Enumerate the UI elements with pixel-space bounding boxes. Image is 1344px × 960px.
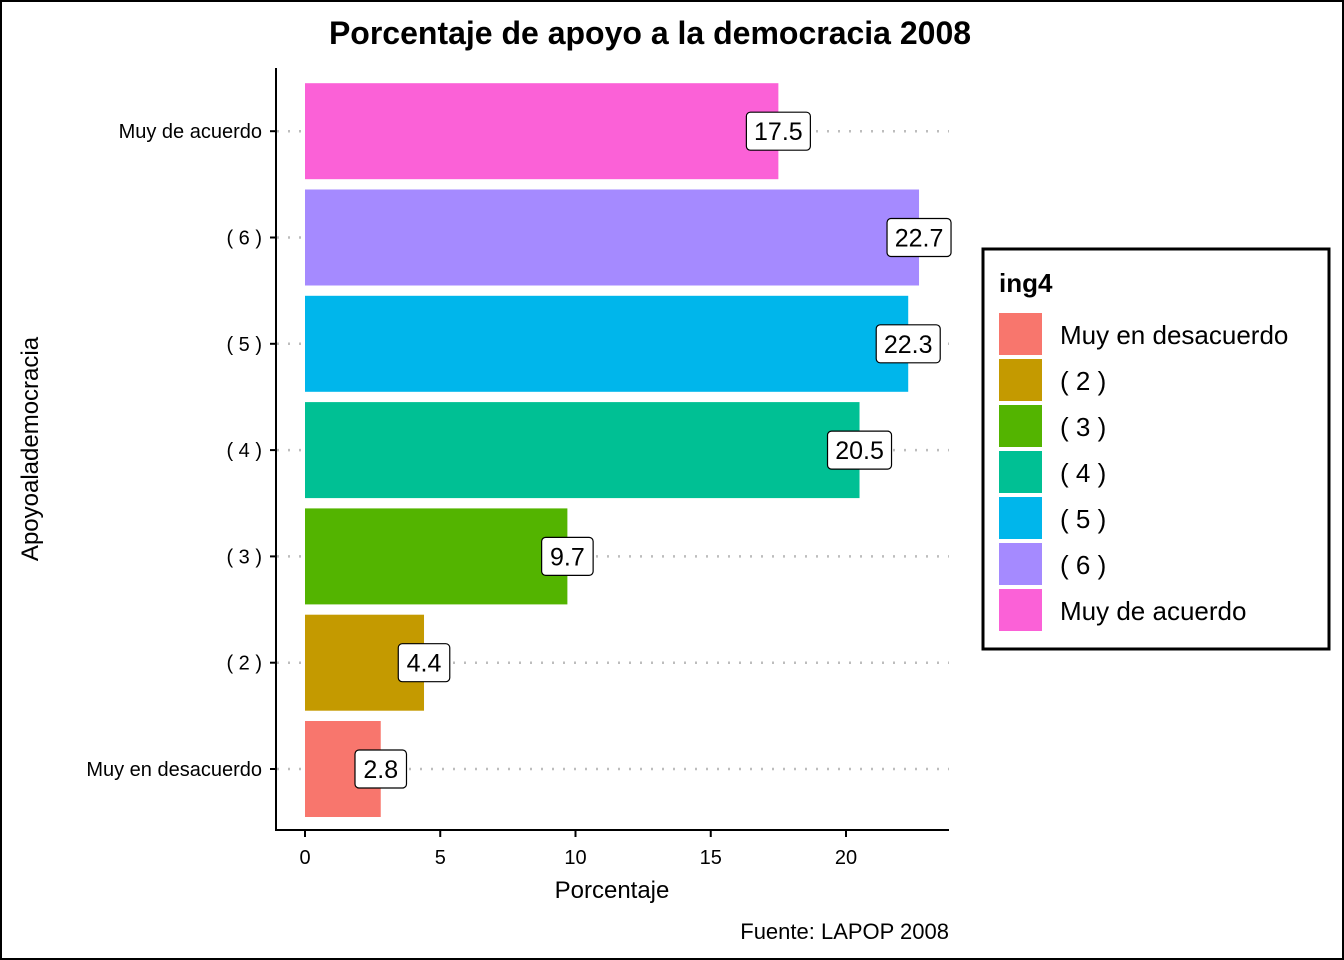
legend-items: Muy en desacuerdo ( 2 ) ( 3 ) ( 4 ) ( 5 ) ( 6… [999,313,1288,631]
caption: Fuente: LAPOP 2008 [740,919,949,944]
x-tick-label: 0 [299,847,310,869]
legend-item: Muy de acuerdo [999,589,1246,631]
data-label-text: 4.4 [407,650,442,678]
data-label-box [826,430,893,470]
bar [305,83,779,180]
y-tick-label: Muy en desacuerdo [86,759,262,781]
y-axis-title: Apoyoalademocracia [17,336,44,561]
data-label-box [745,111,811,151]
data-label: 9.7 [541,536,594,577]
y-tick-label: ( 4 ) [226,440,262,462]
data-label: 20.5 [826,430,893,470]
legend-label: Muy de acuerdo [1060,596,1246,626]
legend-swatch [999,497,1042,539]
y-tick-label: ( 5 ) [226,334,262,356]
bars [305,83,920,817]
legend-title: ing4 [999,268,1053,298]
data-label: 4.4 [397,643,451,683]
legend-label: ( 6 ) [1060,550,1106,580]
y-tick-label: ( 2 ) [226,653,262,675]
legend: ing4 Muy en desacuerdo ( 2 ) ( 3 ) ( 4 ) ( 5… [981,247,1331,651]
x-tick-label: 15 [700,847,722,869]
data-label-text: 17.5 [754,118,803,146]
data-label-box [397,643,451,683]
data-label-text: 22.3 [884,331,933,359]
data-label: 2.8 [354,749,408,789]
legend-swatch [999,543,1042,585]
legend-label: Muy en desacuerdo [1060,320,1288,350]
y-axis-ticks: Muy en desacuerdo ( 2 ) ( 3 ) ( 4 ) ( 5 ) ( 6… [86,121,276,781]
legend-label: ( 4 ) [1060,458,1106,488]
data-labels: 2.8 4.4 9.7 20.5 22.3 22.7 17.5 [354,111,952,789]
bar [305,402,860,499]
legend-swatch [999,359,1042,401]
legend-label: ( 5 ) [1060,504,1106,534]
x-tick-label: 20 [835,847,857,869]
x-tick-label: 5 [435,847,446,869]
x-tick-label: 10 [564,847,586,869]
data-label-text: 20.5 [835,437,884,465]
legend-item: ( 4 ) [999,451,1106,493]
legend-item: ( 5 ) [999,497,1106,539]
bar [305,295,909,392]
data-label: 17.5 [745,111,811,151]
legend-item: Muy en desacuerdo [999,313,1288,355]
y-tick-label: ( 3 ) [226,546,262,568]
data-label-box [886,217,952,258]
x-axis-title: Porcentaje [555,877,670,904]
legend-label: ( 3 ) [1060,412,1106,442]
y-tick-label: ( 6 ) [226,228,262,250]
legend-swatch [999,405,1042,447]
data-label-box [541,536,594,577]
legend-swatch [999,451,1042,493]
data-label: 22.3 [875,324,941,364]
data-label-text: 2.8 [363,756,398,784]
bar [305,508,568,605]
y-tick-label: Muy de acuerdo [119,121,262,143]
data-label-box [354,749,408,789]
legend-swatch [999,313,1042,355]
bar [305,189,920,286]
data-label-text: 22.7 [895,225,944,253]
legend-label: ( 2 ) [1060,366,1106,396]
legend-item: ( 6 ) [999,543,1106,585]
x-axis-ticks: 0 5 10 15 20 [299,830,857,869]
legend-item: ( 3 ) [999,405,1106,447]
data-label-box [875,324,941,364]
data-label-text: 9.7 [550,543,585,571]
data-label: 22.7 [886,217,952,258]
chart-title: Porcentaje de apoyo a la democracia 2008 [329,15,971,51]
legend-item: ( 2 ) [999,359,1106,401]
legend-swatch [999,589,1042,631]
